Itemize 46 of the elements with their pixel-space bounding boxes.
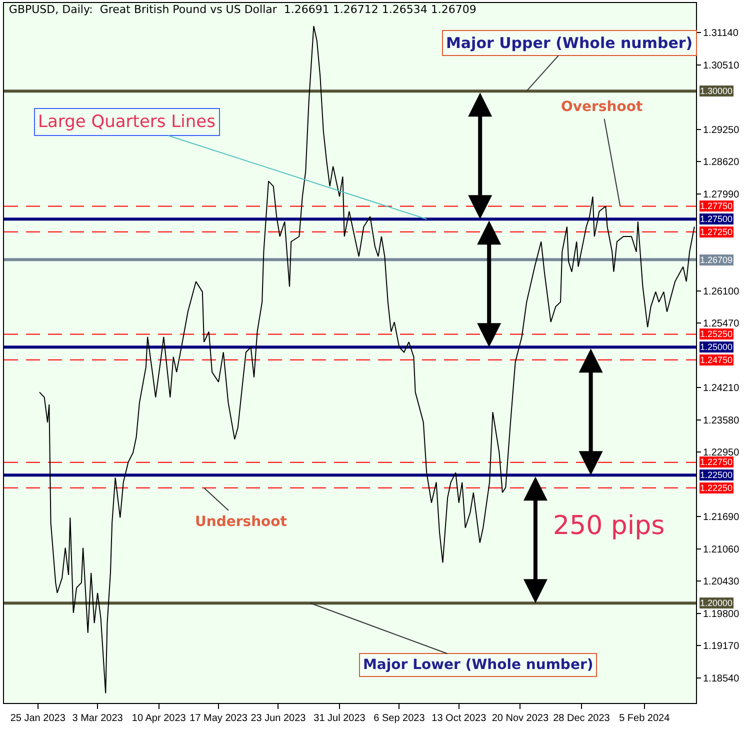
- x-tick-label: 10 Apr 2023: [132, 713, 186, 724]
- annotation: Major Upper (Whole number): [446, 34, 693, 52]
- ref-line-label: 1.22750: [700, 457, 733, 467]
- x-tick-label: 3 Mar 2023: [72, 713, 124, 724]
- ref-line-label: 1.24750: [700, 355, 733, 365]
- annotation: Major Lower (Whole number): [363, 657, 594, 673]
- ref-line-label: 1.25250: [700, 329, 733, 339]
- chart-title: GBPUSD, Daily: Great British Pound vs US Dollar 1.26691 1.26712 1.26534 1.26709: [8, 2, 476, 16]
- x-tick-label: 20 Nov 2023: [492, 713, 549, 724]
- annotation: 250 pips: [553, 511, 665, 541]
- x-tick-label: 17 May 2023: [190, 713, 248, 724]
- x-tick-label: 25 Jan 2023: [10, 713, 66, 724]
- y-tick-label: 1.26100: [703, 286, 740, 298]
- ref-line-label: 1.26709: [700, 255, 733, 265]
- x-tick-label: 6 Sep 2023: [374, 713, 426, 724]
- x-tick-label: 28 Dec 2023: [553, 713, 610, 724]
- x-tick-label: 31 Jul 2023: [314, 713, 366, 724]
- annotation: Overshoot: [561, 99, 643, 115]
- ref-line-label: 1.22500: [700, 470, 733, 480]
- ref-line-label: 1.30000: [700, 86, 733, 96]
- y-tick-label: 1.21060: [703, 544, 740, 556]
- y-tick-label: 1.29250: [703, 124, 740, 136]
- y-tick-label: 1.22950: [703, 448, 740, 459]
- annotation: Large Quarters Lines: [38, 112, 216, 132]
- y-tick-label: 1.27990: [703, 190, 740, 200]
- y-tick-label: 1.25470: [703, 318, 740, 330]
- y-tick-label: 1.19170: [703, 641, 740, 652]
- x-tick-label: 13 Oct 2023: [432, 713, 487, 724]
- y-tick-label: 1.21690: [703, 512, 740, 524]
- ref-line-label: 1.25000: [700, 342, 733, 352]
- y-tick-label: 1.31140: [703, 28, 739, 40]
- ref-line-label: 1.27250: [700, 227, 733, 237]
- y-tick-label: 1.18540: [703, 673, 740, 684]
- y-tick-label: 1.30510: [703, 60, 740, 72]
- y-tick-label: 1.28620: [703, 157, 740, 168]
- ref-line-label: 1.27750: [700, 201, 733, 211]
- x-tick-label: 5 Feb 2024: [619, 713, 670, 724]
- ref-line-label: 1.27500: [700, 214, 733, 224]
- ref-line-label: 1.22250: [700, 483, 733, 493]
- x-tick-label: 23 Jun 2023: [250, 713, 306, 724]
- y-tick-label: 1.19800: [703, 608, 740, 620]
- y-tick-label: 1.23580: [703, 415, 740, 426]
- y-tick-label: 1.20430: [703, 576, 740, 588]
- y-tick-label: 1.24210: [703, 383, 740, 394]
- ref-line-label: 1.20000: [700, 598, 733, 608]
- annotation: Undershoot: [195, 514, 288, 530]
